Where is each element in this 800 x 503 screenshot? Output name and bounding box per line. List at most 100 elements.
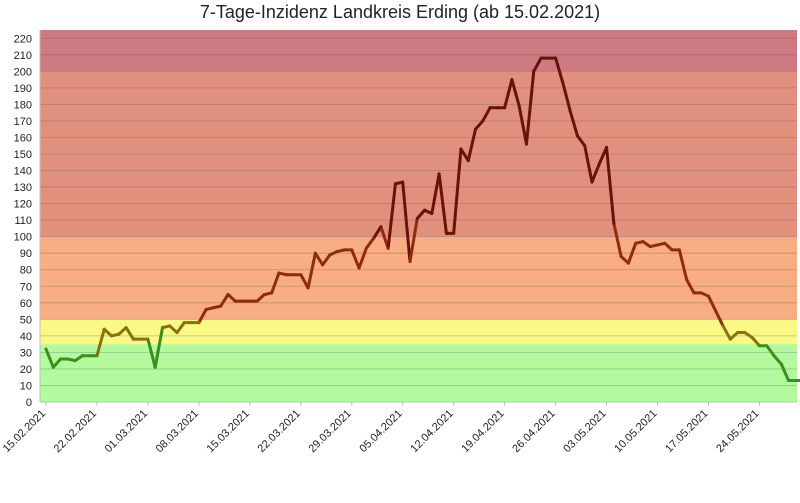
data-point (750, 336, 754, 339)
chart-title: 7-Tage-Inzidenz Landkreis Erding (ab 15.… (199, 2, 601, 22)
data-point (364, 246, 368, 250)
line-segment (197, 307, 208, 325)
data-point (284, 273, 288, 277)
data-point (270, 291, 274, 295)
y-tick-label: 40 (20, 331, 32, 343)
line-segment (750, 336, 761, 348)
x-tick-label: 03.05.2021 (561, 408, 608, 455)
y-axis: 0 10 20 30 40 50 60 70 80 90 100 110 120 130 140 150 160… (14, 30, 797, 409)
data-point (350, 248, 354, 252)
data-point (124, 326, 128, 329)
data-point (277, 271, 281, 275)
data-point (561, 81, 565, 85)
line-segment (168, 324, 179, 335)
line-segment (765, 344, 776, 358)
line-segment (299, 273, 310, 290)
y-tick-label: 80 (20, 265, 32, 277)
line-segment (153, 326, 164, 369)
line-segment (612, 221, 623, 259)
data-point (576, 134, 579, 138)
x-tick-label: 22.02.2021 (52, 408, 99, 455)
line-segment (459, 147, 470, 163)
data-point (663, 241, 667, 245)
data-point (670, 248, 674, 252)
data-point (641, 240, 645, 244)
y-tick-label: 30 (20, 347, 32, 359)
data-point (612, 222, 616, 225)
line-segment (474, 119, 485, 131)
data-point (430, 212, 434, 215)
data-point (554, 56, 557, 60)
line-segment (372, 225, 383, 240)
line-segment (117, 326, 128, 336)
line-segment (95, 327, 106, 358)
data-point (605, 145, 608, 149)
data-point (248, 299, 252, 303)
data-point (335, 250, 339, 253)
data-point (677, 248, 681, 252)
data-point (452, 231, 456, 235)
data-point (423, 208, 426, 212)
data-point (685, 278, 689, 282)
band-2 (40, 236, 797, 320)
data-point (66, 357, 70, 361)
data-point (321, 263, 325, 267)
data-point (692, 291, 696, 295)
y-tick-label: 140 (14, 166, 32, 178)
line-segment (386, 182, 397, 250)
data-point (517, 104, 521, 108)
data-point (226, 293, 230, 296)
data-point (415, 217, 419, 220)
data-point (73, 359, 77, 363)
data-point (394, 182, 397, 186)
data-point (656, 243, 659, 247)
line-segment (306, 251, 317, 290)
line-segment (583, 144, 594, 184)
data-point (634, 241, 638, 245)
data-point (299, 273, 303, 277)
line-segment (728, 331, 740, 341)
line-segment (605, 145, 616, 225)
data-point (110, 334, 113, 338)
data-point (343, 248, 346, 252)
data-point (357, 266, 361, 270)
data-point (445, 231, 448, 235)
data-point (474, 127, 477, 131)
line-segment (517, 104, 528, 146)
y-tick-label: 150 (14, 149, 32, 161)
data-point (117, 332, 121, 336)
data-point (765, 344, 769, 348)
line-segment (226, 293, 237, 303)
data-point (386, 246, 390, 250)
y-tick-label: 110 (14, 215, 32, 227)
data-point (539, 56, 543, 60)
x-tick-label: 26.04.2021 (510, 408, 557, 455)
data-point (779, 362, 783, 366)
data-point (481, 119, 485, 123)
data-point (772, 354, 776, 358)
line-segment (619, 255, 630, 265)
x-tick-label: 01.03.2021 (103, 408, 150, 455)
line-segment (714, 309, 725, 328)
data-point (466, 159, 470, 163)
data-point (546, 56, 550, 60)
line-segment (561, 81, 572, 113)
data-point (379, 225, 383, 229)
data-point (743, 331, 747, 334)
line-segment (146, 337, 157, 369)
data-point (495, 106, 499, 110)
data-point (204, 308, 208, 311)
x-tick-label: 10.05.2021 (612, 408, 659, 455)
y-tick-label: 0 (26, 397, 32, 409)
line-segment (524, 69, 536, 146)
line-segment (408, 216, 419, 263)
data-point (736, 331, 739, 334)
y-tick-label: 130 (14, 182, 32, 194)
x-tick-label: 12.04.2021 (408, 408, 455, 455)
x-tick-label: 24.05.2021 (714, 408, 761, 455)
line-segment (124, 326, 135, 341)
data-point (510, 78, 514, 81)
data-point (59, 357, 62, 361)
line-segment (401, 180, 412, 263)
